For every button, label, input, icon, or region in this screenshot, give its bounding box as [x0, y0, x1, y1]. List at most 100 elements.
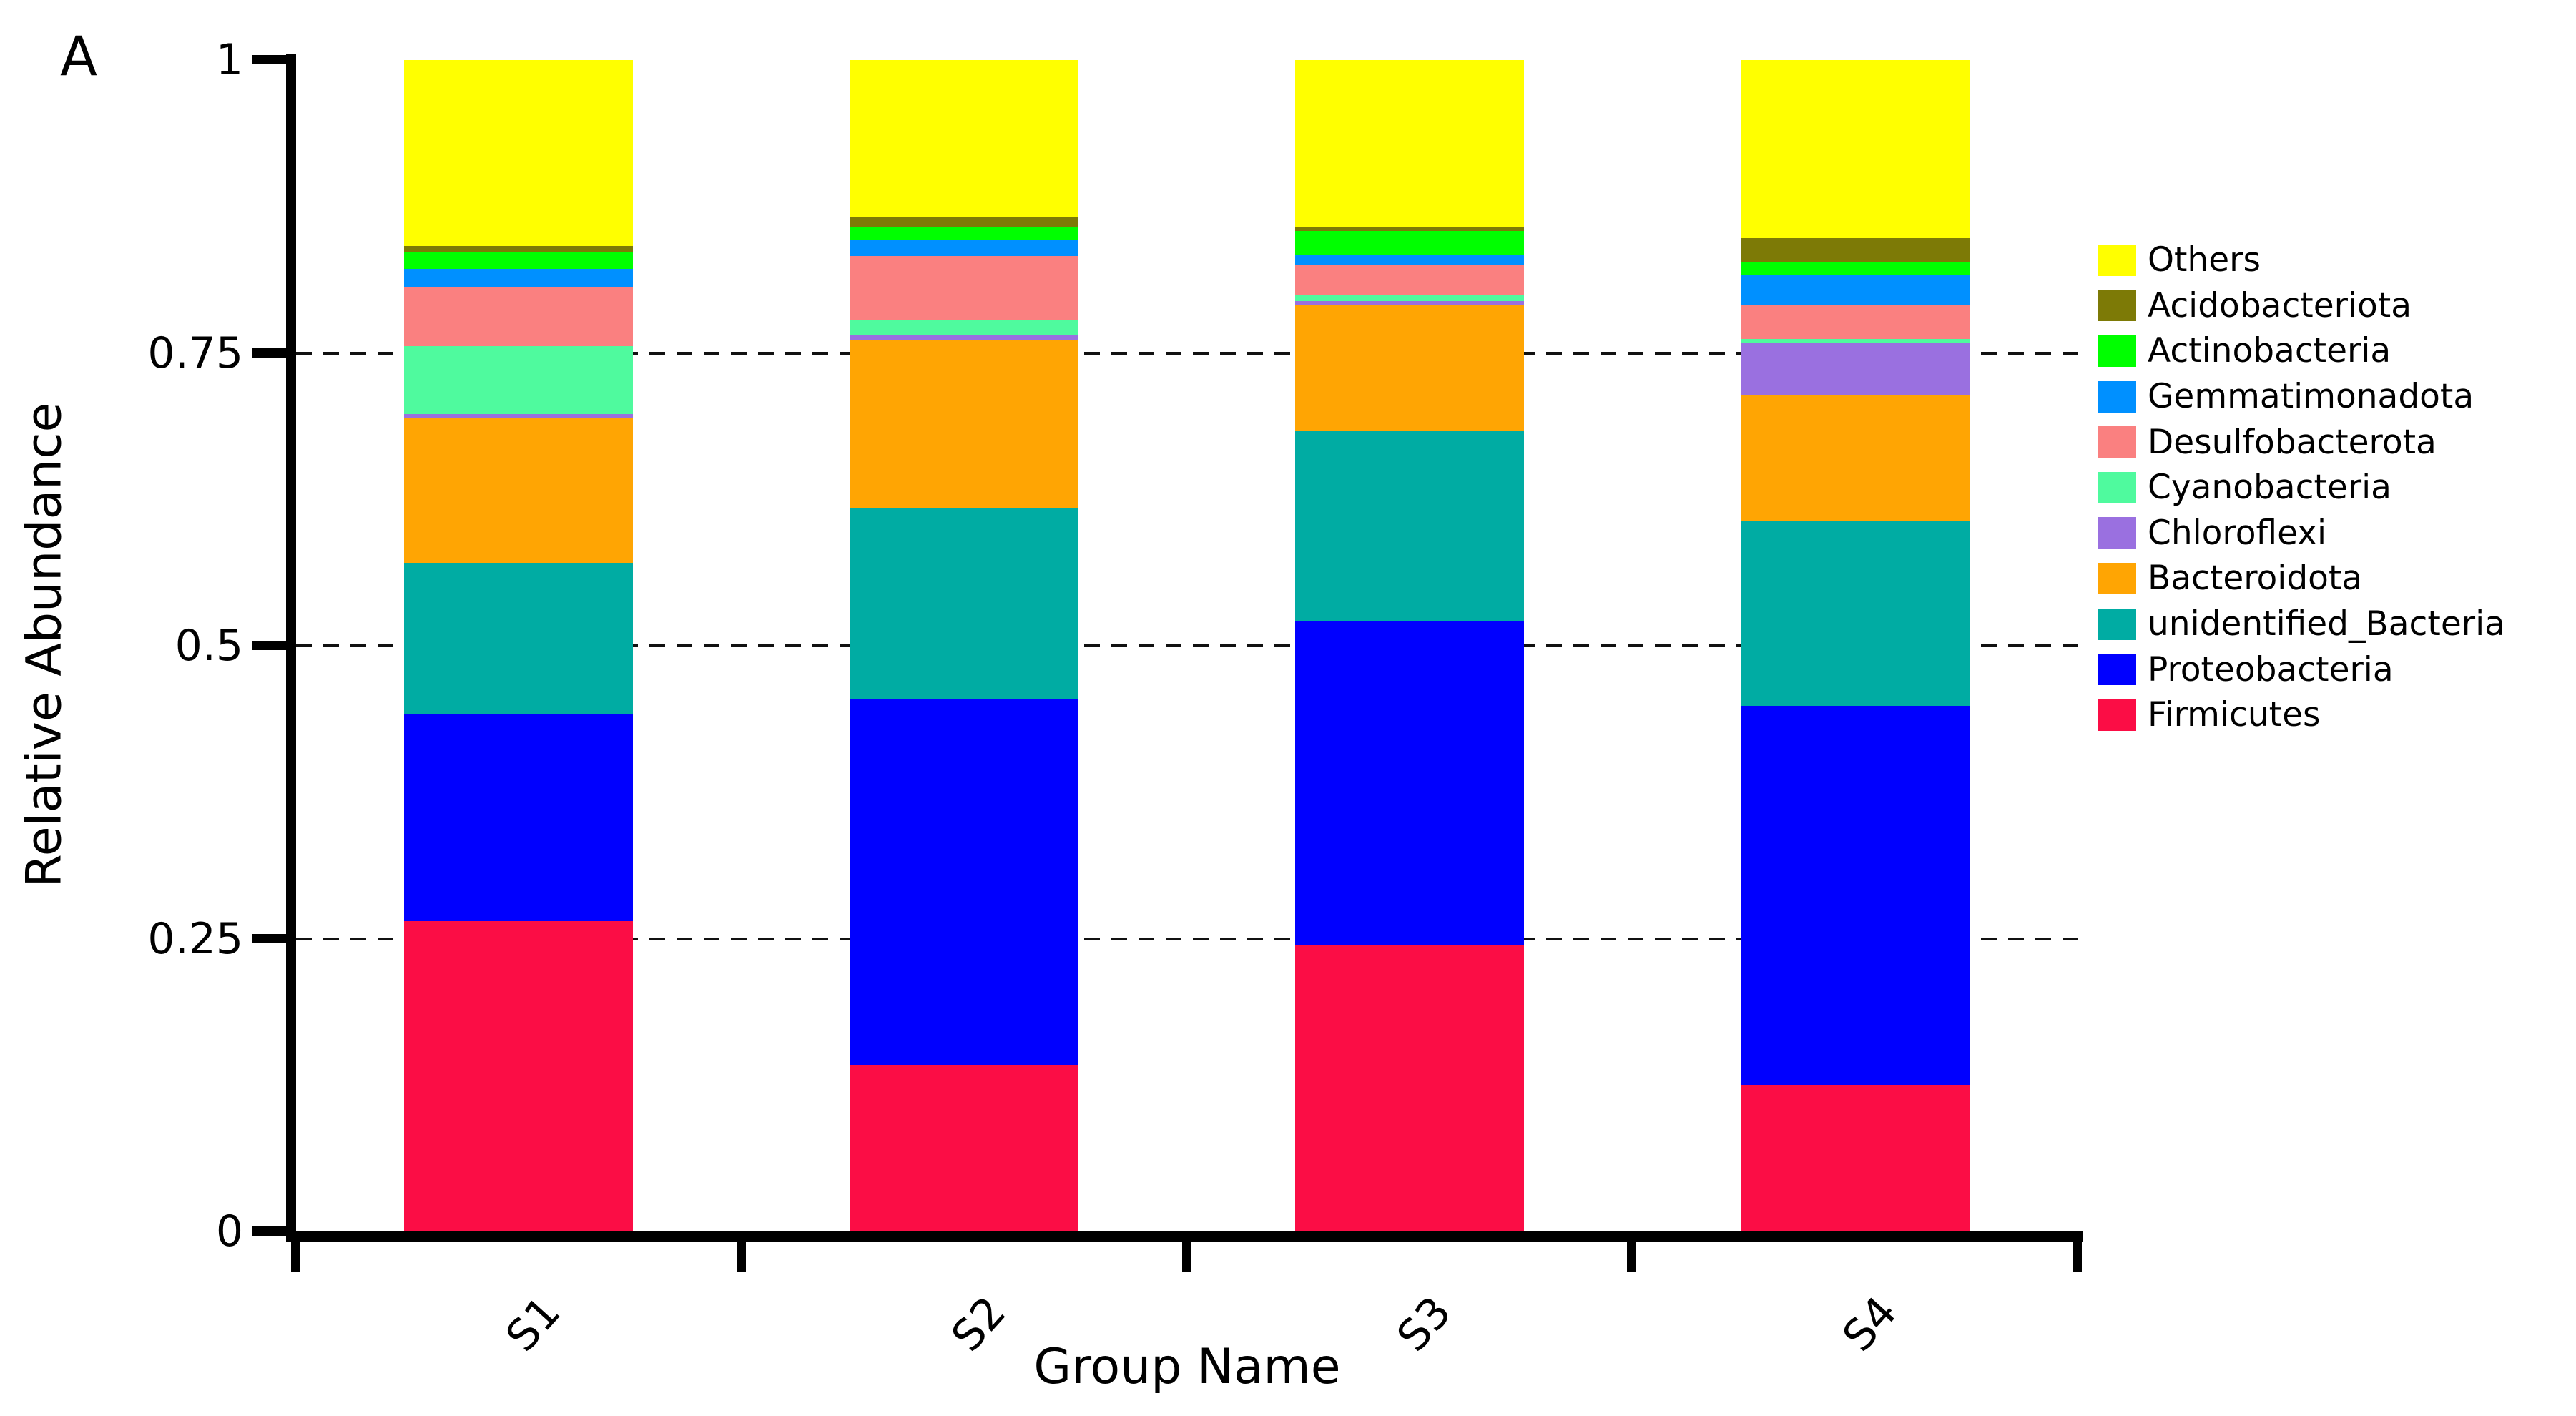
- y-tick-label-0.5: 0.5: [174, 621, 243, 671]
- bar-S3-segment-Desulfobacterota: [1295, 265, 1524, 295]
- bar-S3-segment-Firmicutes: [1295, 945, 1524, 1231]
- bar-S1-segment-Proteobacteria: [404, 714, 633, 921]
- bar-S4-segment-Proteobacteria: [1741, 706, 1970, 1085]
- legend-swatch-Bacteroidota: [2098, 562, 2136, 594]
- x-tick-4: [2073, 1242, 2082, 1272]
- legend-label-unidentified_Bacteria: unidentified_Bacteria: [2148, 604, 2505, 644]
- x-tick-3: [1627, 1242, 1636, 1272]
- legend-label-Chloroflexi: Chloroflexi: [2148, 513, 2327, 553]
- x-tick-1: [737, 1242, 746, 1272]
- y-tick-1: [252, 55, 286, 64]
- bar-S4-segment-Acidobacteriota: [1741, 238, 1970, 262]
- bar-S1-segment-Desulfobacterota: [404, 287, 633, 346]
- bar-S3-segment-Gemmatimonadota: [1295, 255, 1524, 265]
- legend-swatch-Actinobacteria: [2098, 335, 2136, 367]
- x-axis-line: [286, 1231, 2083, 1242]
- y-tick-label-1: 1: [215, 35, 243, 85]
- bar-S1-segment-Actinobacteria: [404, 252, 633, 269]
- y-tick-0.5: [252, 641, 286, 650]
- bar-S1-segment-Gemmatimonadota: [404, 269, 633, 287]
- bar-S4-segment-Desulfobacterota: [1741, 305, 1970, 339]
- bar-S1-segment-Bacteroidota: [404, 418, 633, 563]
- legend-swatch-Acidobacteriota: [2098, 290, 2136, 322]
- y-tick-0.25: [252, 934, 286, 943]
- bar-S3-segment-Proteobacteria: [1295, 621, 1524, 945]
- legend-label-Acidobacteriota: Acidobacteriota: [2148, 285, 2412, 325]
- x-tick-label-S3: S3: [1387, 1287, 1462, 1362]
- bar-S2-segment-Acidobacteriota: [850, 217, 1078, 227]
- legend-swatch-Proteobacteria: [2098, 654, 2136, 686]
- bar-S2-segment-Cyanobacteria: [850, 320, 1078, 335]
- legend-label-Actinobacteria: Actinobacteria: [2148, 331, 2391, 371]
- y-tick-label-0: 0: [215, 1206, 243, 1257]
- bar-S2-segment-Firmicutes: [850, 1065, 1078, 1231]
- bar-S3-segment-Chloroflexi: [1295, 301, 1524, 305]
- legend-item-Desulfobacterota: Desulfobacterota: [2098, 419, 2505, 465]
- legend-swatch-Cyanobacteria: [2098, 471, 2136, 503]
- legend-item-Actinobacteria: Actinobacteria: [2098, 328, 2505, 374]
- legend-item-Others: Others: [2098, 237, 2505, 283]
- legend-label-Desulfobacterota: Desulfobacterota: [2148, 422, 2437, 462]
- legend-label-Gemmatimonadota: Gemmatimonadota: [2148, 377, 2474, 417]
- legend-item-Gemmatimonadota: Gemmatimonadota: [2098, 374, 2505, 420]
- legend-swatch-Desulfobacterota: [2098, 426, 2136, 458]
- legend-swatch-Chloroflexi: [2098, 517, 2136, 549]
- gridline-0.5: [296, 644, 2078, 647]
- bar-S3-segment-Acidobacteriota: [1295, 227, 1524, 231]
- bar-S1-segment-Firmicutes: [404, 921, 633, 1231]
- y-tick-0: [252, 1226, 286, 1236]
- bar-S2-segment-Others: [850, 60, 1078, 217]
- legend-label-Firmicutes: Firmicutes: [2148, 695, 2321, 735]
- y-axis-line: [286, 54, 296, 1242]
- y-tick-label-0.75: 0.75: [147, 328, 243, 378]
- legend-swatch-unidentified_Bacteria: [2098, 608, 2136, 640]
- legend-item-Bacteroidota: Bacteroidota: [2098, 556, 2505, 601]
- legend-swatch-Others: [2098, 244, 2136, 276]
- y-tick-label-0.25: 0.25: [147, 914, 243, 964]
- x-tick-2: [1182, 1242, 1191, 1272]
- legend-label-Others: Others: [2148, 240, 2261, 280]
- x-axis-title: Group Name: [1033, 1339, 1341, 1395]
- bar-S3-segment-Actinobacteria: [1295, 231, 1524, 255]
- bar-S3-segment-unidentified_Bacteria: [1295, 431, 1524, 621]
- legend-item-Firmicutes: Firmicutes: [2098, 692, 2505, 738]
- bar-S4-segment-Others: [1741, 60, 1970, 238]
- legend-item-unidentified_Bacteria: unidentified_Bacteria: [2098, 601, 2505, 647]
- bar-S2-segment-Bacteroidota: [850, 340, 1078, 508]
- bar-S3-segment-Bacteroidota: [1295, 305, 1524, 431]
- legend-item-Cyanobacteria: Cyanobacteria: [2098, 465, 2505, 511]
- x-tick-label-S1: S1: [496, 1287, 571, 1362]
- legend-item-Acidobacteriota: Acidobacteriota: [2098, 283, 2505, 329]
- bar-S3-segment-Others: [1295, 60, 1524, 227]
- bar-S4-segment-Bacteroidota: [1741, 395, 1970, 521]
- bar-S1-segment-Chloroflexi: [404, 414, 633, 418]
- legend-item-Proteobacteria: Proteobacteria: [2098, 646, 2505, 692]
- bar-S2-segment-Proteobacteria: [850, 699, 1078, 1065]
- bar-S2-segment-Gemmatimonadota: [850, 240, 1078, 256]
- legend-item-Chloroflexi: Chloroflexi: [2098, 511, 2505, 556]
- bar-S4-segment-Chloroflexi: [1741, 343, 1970, 395]
- bar-S2-segment-Actinobacteria: [850, 227, 1078, 240]
- legend-swatch-Gemmatimonadota: [2098, 380, 2136, 413]
- bar-S1-segment-unidentified_Bacteria: [404, 563, 633, 714]
- bar-S4-segment-unidentified_Bacteria: [1741, 521, 1970, 706]
- bar-S1-segment-Others: [404, 60, 633, 246]
- bar-S4-segment-Actinobacteria: [1741, 262, 1970, 275]
- bar-S2-segment-unidentified_Bacteria: [850, 508, 1078, 699]
- bar-S4-segment-Gemmatimonadota: [1741, 275, 1970, 305]
- bar-S2-segment-Desulfobacterota: [850, 256, 1078, 320]
- x-tick-label-S4: S4: [1832, 1287, 1907, 1362]
- legend-label-Proteobacteria: Proteobacteria: [2148, 649, 2394, 689]
- bar-S3-segment-Cyanobacteria: [1295, 295, 1524, 301]
- panel-label: A: [60, 24, 97, 88]
- x-tick-0: [291, 1242, 300, 1272]
- bar-S4-segment-Cyanobacteria: [1741, 339, 1970, 343]
- x-tick-label-S2: S2: [941, 1287, 1016, 1362]
- bar-S1-segment-Cyanobacteria: [404, 346, 633, 414]
- legend-label-Bacteroidota: Bacteroidota: [2148, 559, 2363, 599]
- legend: Others Acidobacteriota Actinobacteria Gemma…: [2098, 237, 2505, 738]
- bar-S2-segment-Chloroflexi: [850, 335, 1078, 340]
- gridline-0.25: [296, 938, 2078, 940]
